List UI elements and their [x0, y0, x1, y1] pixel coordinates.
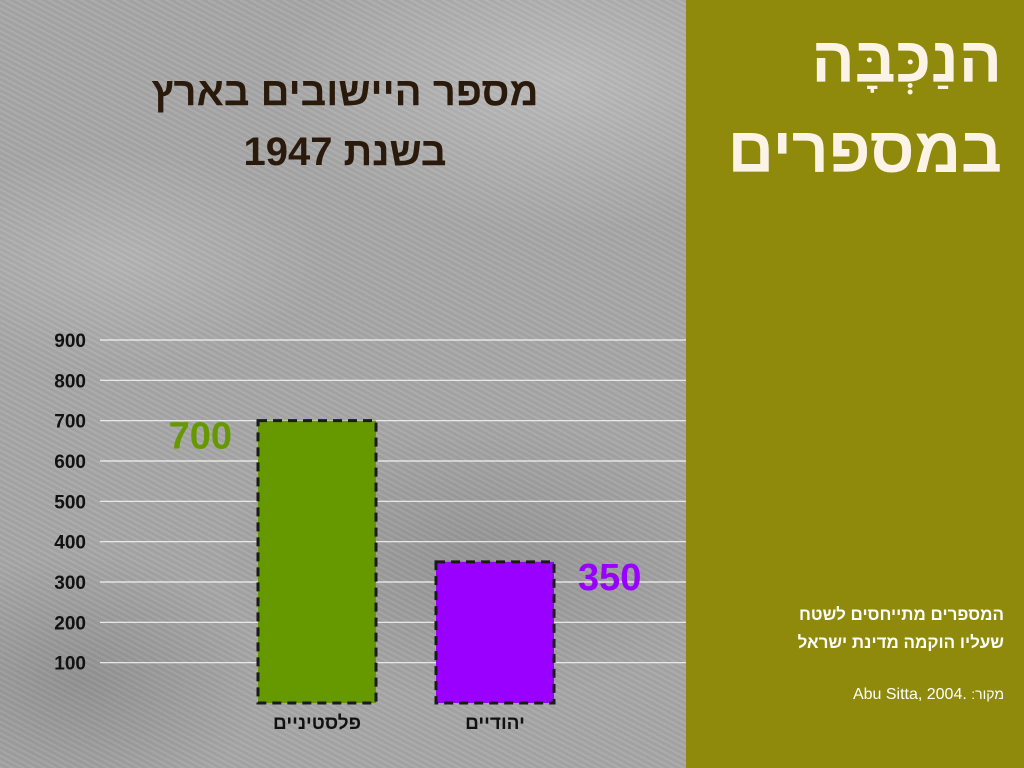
data-label: 350 — [578, 557, 641, 599]
y-tick-label: 800 — [54, 371, 86, 392]
category-label: יהודיים — [465, 713, 525, 734]
y-tick-label: 700 — [54, 412, 86, 433]
slide-title-line2: במספרים — [727, 114, 1002, 186]
note-line2: שעליו הוקמה מדינת ישראל — [797, 633, 1004, 652]
category-label: פלסטיניים — [273, 713, 361, 734]
title-panel — [686, 0, 1024, 768]
y-tick-label: 100 — [54, 654, 86, 675]
chart-title-line1: מספר היישובים בארץ — [151, 70, 539, 114]
chart-title-line2: בשנת 1947 — [243, 130, 447, 174]
source-text: Abu Sitta, 2004. — [852, 686, 967, 703]
source-label: מקור: — [971, 686, 1004, 702]
y-tick-label: 500 — [54, 492, 86, 513]
y-tick-label: 300 — [54, 573, 86, 594]
source-citation: מקור: Abu Sitta, 2004. — [704, 686, 1004, 704]
y-tick-label: 200 — [54, 613, 86, 634]
y-tick-label: 400 — [54, 533, 86, 554]
bar — [434, 560, 556, 705]
bar-chart: 100 200 300 400 500 600 700 800 900 700 פלסטיניים 3… — [54, 331, 686, 734]
slide-title-line1: הנַכְּבָּה — [811, 24, 1002, 96]
chart-panel — [0, 0, 686, 768]
note-line1: המספרים מתייחסים לשטח — [798, 605, 1004, 624]
data-label: 700 — [169, 416, 232, 458]
bar — [256, 419, 378, 705]
y-tick-label: 900 — [54, 331, 86, 352]
y-tick-label: 600 — [54, 452, 86, 473]
